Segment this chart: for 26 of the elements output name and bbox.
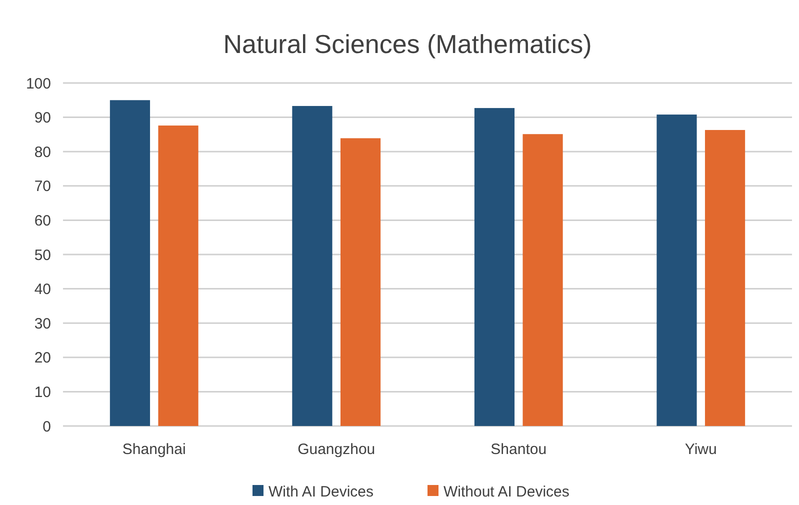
- y-tick-label: 70: [34, 178, 51, 196]
- y-tick-label: 0: [42, 418, 51, 436]
- y-tick-label: 30: [34, 315, 51, 332]
- x-tick-label: Shanghai: [122, 441, 186, 458]
- x-tick-label: Yiwu: [684, 441, 717, 458]
- bar: [704, 130, 746, 426]
- y-tick-label: 10: [34, 384, 51, 401]
- y-tick-label: 60: [34, 212, 51, 230]
- bar: [340, 138, 381, 426]
- y-tick-label: 80: [34, 144, 51, 161]
- bar: [656, 114, 697, 426]
- bar: [110, 100, 150, 426]
- y-tick-label: 20: [34, 350, 51, 367]
- bar: [158, 126, 198, 426]
- chart-title: Natural Sciences (Mathematics): [223, 29, 592, 59]
- x-tick-label: Guangzhou: [298, 441, 376, 458]
- y-tick-label: 90: [34, 110, 51, 127]
- legend-label: Without AI Devices: [444, 483, 570, 500]
- x-tick-label: Shantou: [490, 441, 547, 458]
- legend-label: With AI Devices: [268, 483, 374, 500]
- bar: [522, 134, 563, 426]
- y-tick-label: 40: [34, 281, 51, 298]
- y-tick-label: 50: [34, 246, 51, 264]
- bar: [292, 106, 332, 426]
- bar: [474, 108, 515, 426]
- y-tick-label: 100: [26, 75, 51, 92]
